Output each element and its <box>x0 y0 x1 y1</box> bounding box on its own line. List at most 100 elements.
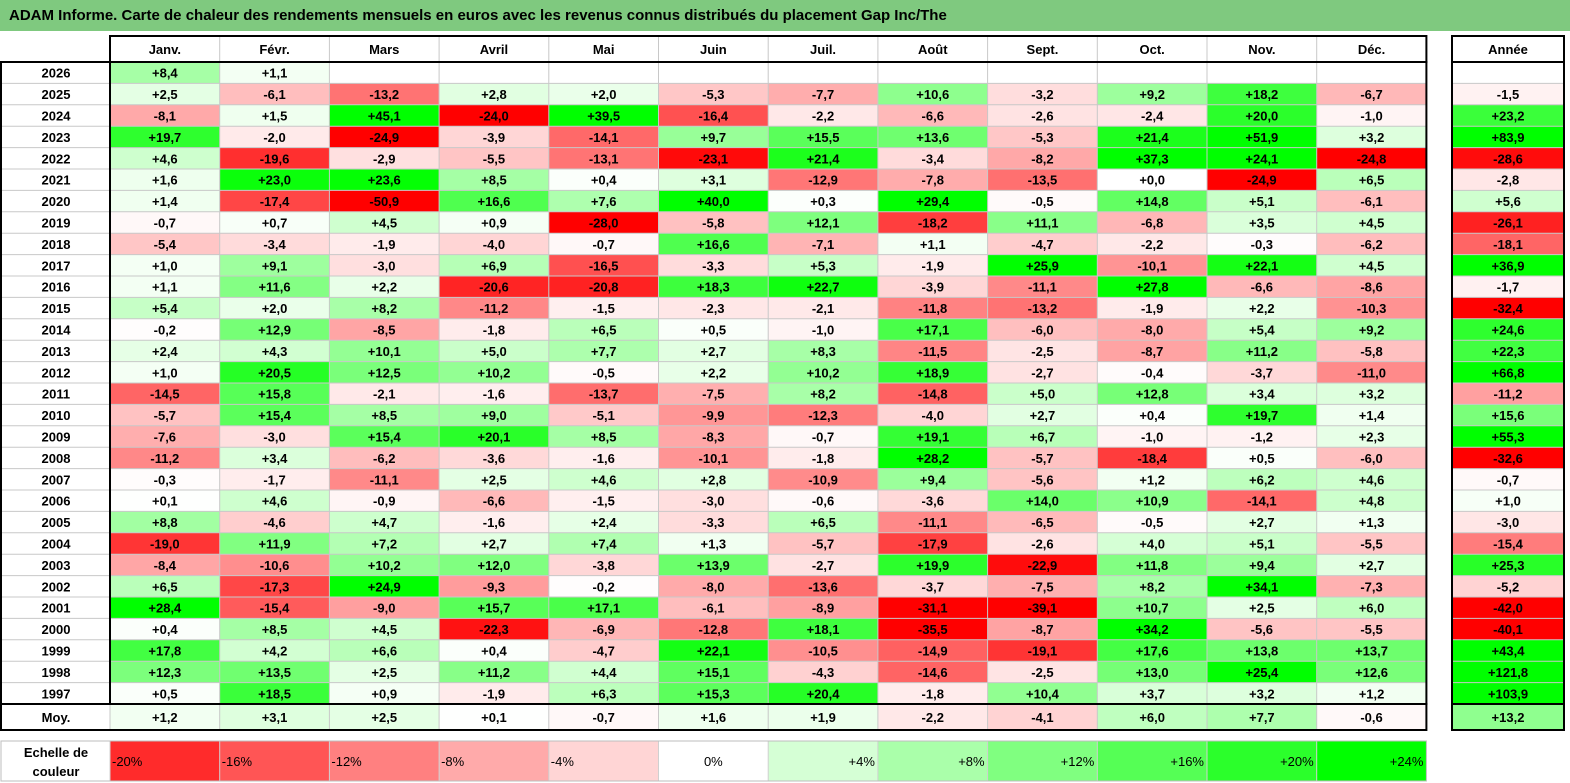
month-header: Août <box>918 42 948 57</box>
annual-cell <box>1452 104 1564 127</box>
heatmap-cell <box>548 425 659 448</box>
cell-value: +13,5 <box>258 665 291 680</box>
cell-value: +8,3 <box>810 344 836 359</box>
heatmap-cell <box>877 425 988 448</box>
heatmap-cell <box>110 361 220 383</box>
heatmap-cell <box>987 682 1098 704</box>
heatmap-cell <box>1097 575 1207 597</box>
heatmap-cell <box>1316 276 1427 298</box>
cell-value: -11,0 <box>1357 365 1386 380</box>
heatmap-cell <box>439 511 549 533</box>
heatmap-cell <box>1316 104 1427 127</box>
cell-value: +27,8 <box>1136 280 1169 295</box>
cell-value: +1,5 <box>262 109 288 124</box>
heatmap-cell <box>219 147 330 169</box>
cell-value: +51,9 <box>1245 130 1278 145</box>
cell-value: -17,4 <box>260 194 290 209</box>
heatmap-cell <box>1097 104 1207 127</box>
scale-step-label: +4% <box>849 754 876 769</box>
cell-value: -8,0 <box>1141 323 1163 338</box>
heatmap-cell <box>1207 575 1317 597</box>
heatmap-cell <box>219 104 330 127</box>
cell-value: +14,8 <box>1136 194 1169 209</box>
heatmap-cell <box>219 490 330 512</box>
heatmap-cell <box>439 254 549 276</box>
cell-value: +2,7 <box>701 344 727 359</box>
cell-value: -1,0 <box>1141 430 1163 445</box>
heatmap-cell <box>1316 83 1427 105</box>
heatmap-cell <box>548 447 659 469</box>
heatmap-cell <box>877 340 988 362</box>
heatmap-cell <box>877 318 988 341</box>
heatmap-cell <box>768 297 878 319</box>
cell-value: +4,5 <box>1359 216 1385 231</box>
heatmap-cell <box>548 190 659 212</box>
heatmap-cell <box>1207 276 1317 298</box>
heatmap-cell <box>1097 211 1207 234</box>
heatmap-cell <box>329 490 440 512</box>
cell-value: -13,5 <box>1028 173 1058 188</box>
annual-value: -2,8 <box>1497 173 1519 188</box>
heatmap-cell <box>987 276 1098 298</box>
cell-value: -22,3 <box>479 622 509 637</box>
heatmap-cell <box>658 554 769 576</box>
year-label: 2006 <box>42 494 71 509</box>
cell-value: +0,3 <box>810 194 836 209</box>
heatmap-cell <box>329 383 440 405</box>
annual-value: -1,7 <box>1497 280 1519 295</box>
cell-value: +8,2 <box>810 387 836 402</box>
cell-value: -2,3 <box>702 301 724 316</box>
cell-value: -4,6 <box>263 515 285 530</box>
heatmap-cell <box>1097 511 1207 533</box>
average-value: +1,6 <box>701 710 727 725</box>
cell-value: -1,9 <box>373 237 395 252</box>
average-annual-cell <box>1452 704 1564 730</box>
cell-value: -7,8 <box>922 173 944 188</box>
year-label: 2011 <box>42 387 70 402</box>
cell-value: -10,5 <box>808 644 838 659</box>
cell-value: +21,4 <box>807 151 841 166</box>
heatmap-cell <box>110 169 220 191</box>
heatmap-cell <box>219 190 330 212</box>
heatmap-cell <box>1207 233 1317 255</box>
heatmap-cell <box>658 618 769 640</box>
heatmap-cell <box>329 661 440 683</box>
heatmap-cell <box>110 554 220 576</box>
heatmap-cell <box>548 83 659 105</box>
cell-value: +7,2 <box>371 537 397 552</box>
cell-value: +12,6 <box>1355 665 1388 680</box>
heatmap-cell <box>1097 169 1207 191</box>
chart-title: ADAM Informe. Carte de chaleur des rende… <box>0 0 1570 31</box>
cell-value: +8,2 <box>1139 579 1165 594</box>
cell-value: -3,6 <box>922 494 944 509</box>
heatmap-cell <box>987 468 1098 490</box>
cell-value: -6,6 <box>1251 280 1273 295</box>
cell-value: +12,3 <box>148 665 181 680</box>
cell-value: +29,4 <box>916 194 950 209</box>
average-value: -0,6 <box>1360 710 1382 725</box>
cell-value: -8,6 <box>1360 280 1382 295</box>
cell-value: -1,5 <box>592 494 614 509</box>
heatmap-cell <box>110 597 220 619</box>
heatmap-cell <box>768 62 878 84</box>
year-label: 2007 <box>42 472 71 487</box>
annual-value: +1,0 <box>1495 494 1521 509</box>
heatmap-cell <box>1207 425 1317 448</box>
cell-value: -1,8 <box>922 686 944 701</box>
heatmap-cell <box>219 554 330 576</box>
cell-value: +20,5 <box>258 365 291 380</box>
cell-value: -1,6 <box>483 387 505 402</box>
scale-swatch <box>1207 741 1317 781</box>
heatmap-cell <box>1097 468 1207 490</box>
cell-value: +5,1 <box>1249 194 1275 209</box>
scale-step-label: -12% <box>331 754 362 769</box>
cell-value: -12,8 <box>699 622 729 637</box>
cell-value: -9,0 <box>373 601 395 616</box>
heatmap-cell <box>658 340 769 362</box>
cell-value: -6,8 <box>1141 216 1163 231</box>
scale-step-label: -16% <box>222 754 253 769</box>
cell-value: +1,3 <box>1359 515 1385 530</box>
cell-value: +18,1 <box>807 622 840 637</box>
annual-value: -42,0 <box>1493 601 1523 616</box>
heatmap-cell <box>658 318 769 341</box>
